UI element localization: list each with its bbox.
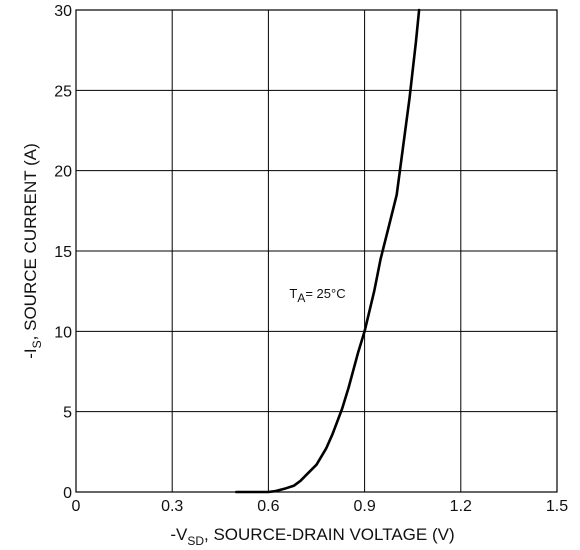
grid-lines [75,9,558,493]
x-tick-label: 1.2 [450,498,472,515]
temperature-annotation: TA= 25°C [289,286,345,305]
y-tick-label: 5 [63,405,72,422]
y-tick-label: 30 [54,3,72,20]
x-tick-label: 0.6 [257,498,279,515]
y-tick-label: 15 [54,244,72,261]
y-tick-label: 10 [54,324,72,341]
x-tick-labels: 0 0.3 0.6 0.9 1.2 1.5 [72,498,569,515]
source-current-curve [235,8,421,494]
x-tick-label: 1.5 [546,498,568,515]
y-tick-label: 20 [54,164,72,181]
x-tick-label: 0.3 [161,498,183,515]
y-tick-labels: 0 5 10 15 20 25 30 [54,3,72,502]
x-axis-title: -VSD, SOURCE-DRAIN VOLTAGE (V) [170,525,454,548]
y-tick-label: 0 [63,485,72,502]
x-tick-label: 0 [72,498,81,515]
plot-frame [75,9,558,493]
y-tick-label: 25 [54,83,72,100]
x-tick-label: 0.9 [353,498,375,515]
y-axis-title: -IS, SOURCE CURRENT (A) [21,143,44,359]
